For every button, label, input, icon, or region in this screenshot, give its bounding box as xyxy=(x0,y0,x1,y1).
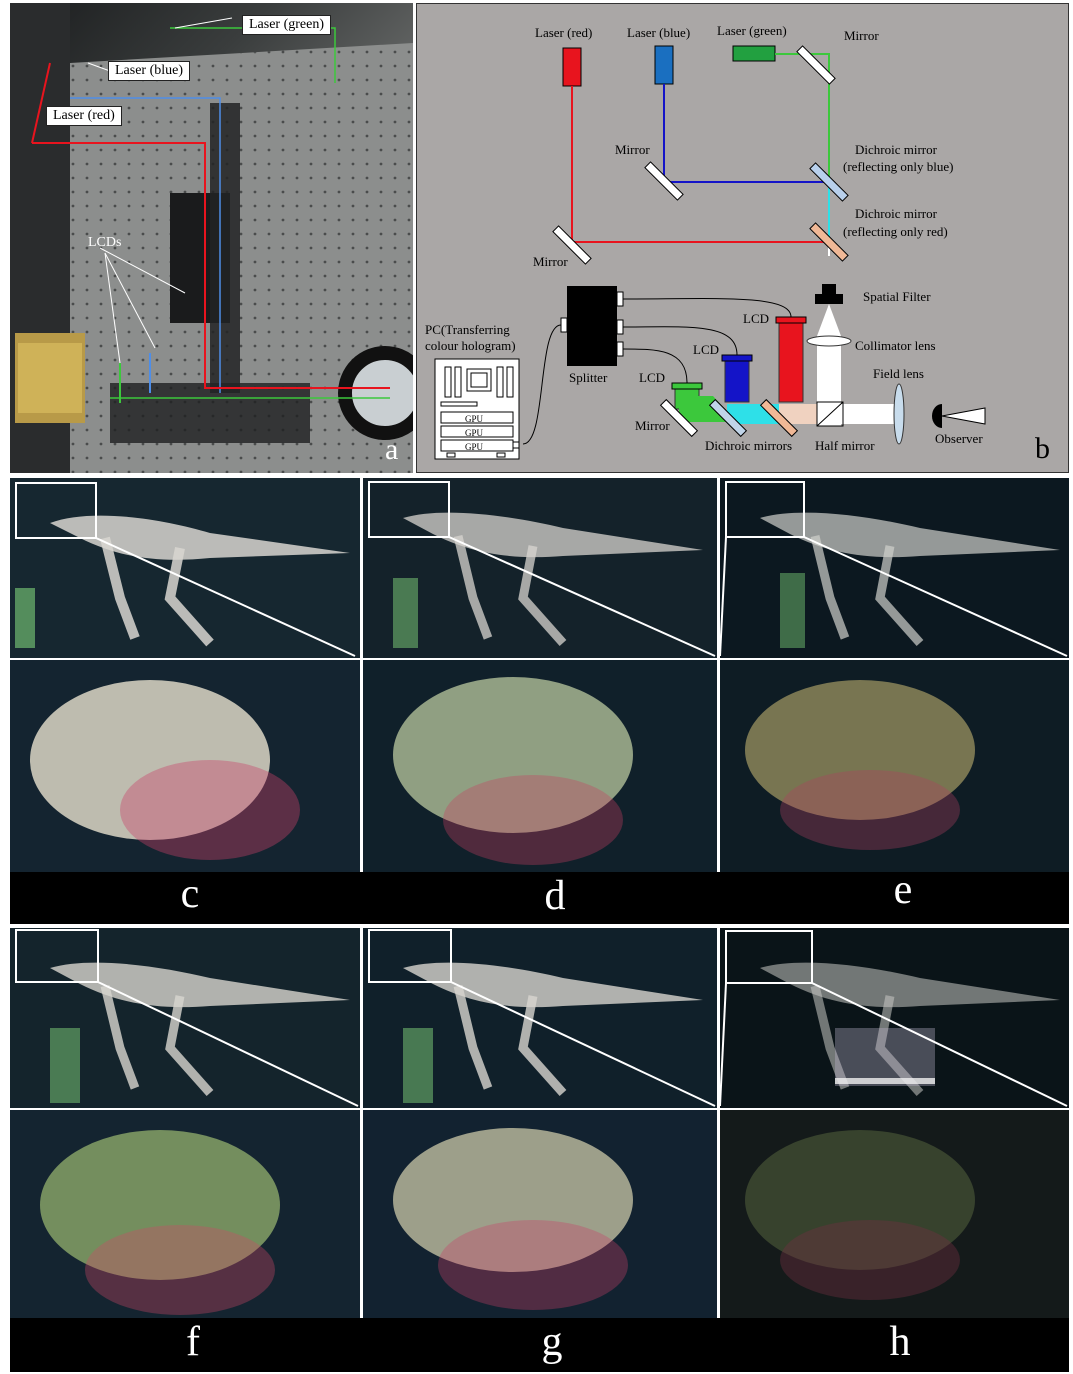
b-label-dichroic-red-1: Dichroic mirror xyxy=(855,206,938,221)
b-label-mirror-top: Mirror xyxy=(844,28,879,43)
b-label-spatial-filter: Spatial Filter xyxy=(863,289,931,304)
b-label-dichroic-mirrors: Dichroic mirrors xyxy=(705,438,792,453)
panel-e-zoom xyxy=(720,660,1069,872)
panel-a-letter: a xyxy=(385,433,399,466)
panel-e-letter: e xyxy=(893,867,913,913)
panel-a-photo: Laser (green) Laser (blue) Laser (red) L… xyxy=(10,3,413,473)
panel-d-letter: d xyxy=(544,873,566,919)
b-label-gpu-1: GPU xyxy=(465,414,484,424)
panel-e-overview xyxy=(720,478,1069,658)
b-label-laser-blue: Laser (blue) xyxy=(627,25,690,40)
panel-g-overview xyxy=(363,928,717,1108)
b-label-mirror-bottom: Mirror xyxy=(635,418,670,433)
panel-b-schematic: Laser (red) Laser (blue) Laser (green) M… xyxy=(425,23,986,460)
b-label-lcd-blue: LCD xyxy=(693,342,719,357)
panel-f-overview xyxy=(10,928,360,1108)
b-label-mirror-mid: Mirror xyxy=(615,142,650,157)
laser-red-box xyxy=(562,47,582,87)
panel-h-zoom xyxy=(720,1110,1069,1320)
label-laser-blue: Laser (blue) xyxy=(108,61,191,81)
label-lcds: LCDs xyxy=(88,235,122,250)
label-laser-red: Laser (red) xyxy=(46,106,122,126)
b-label-gpu-3: GPU xyxy=(465,442,484,452)
b-label-mirror-left: Mirror xyxy=(533,254,568,269)
panel-c-letter: c xyxy=(180,871,200,917)
panel-d-overview xyxy=(363,478,717,658)
b-label-dichroic-blue-2: (reflecting only blue) xyxy=(843,159,953,174)
panel-h-overview xyxy=(720,928,1069,1108)
b-label-splitter: Splitter xyxy=(569,370,608,385)
panel-g-zoom xyxy=(363,1110,717,1320)
b-label-collimator: Collimator lens xyxy=(855,338,936,353)
b-label-laser-green: Laser (green) xyxy=(717,23,787,38)
laser-green-box xyxy=(732,45,776,62)
b-label-gpu-2: GPU xyxy=(465,428,484,438)
b-label-lcd-green: LCD xyxy=(639,370,665,385)
b-label-pc-1: PC(Transferring xyxy=(425,322,510,337)
panel-h-letter: h xyxy=(889,1319,911,1365)
b-label-field-lens: Field lens xyxy=(873,366,924,381)
b-label-observer: Observer xyxy=(935,431,983,446)
panel-f-letter: f xyxy=(186,1319,200,1365)
b-label-pc-2: colour hologram) xyxy=(425,338,516,353)
b-label-lcd-red: LCD xyxy=(743,311,769,326)
b-label-laser-red: Laser (red) xyxy=(535,25,592,40)
panel-b-letter: b xyxy=(1035,432,1050,465)
caption-bar-row1 xyxy=(10,872,1069,924)
panel-b-diagram: Laser (red) Laser (blue) Laser (green) M… xyxy=(416,3,1069,473)
b-label-dichroic-blue-1: Dichroic mirror xyxy=(855,142,938,157)
caption-bar-row2 xyxy=(10,1318,1069,1372)
panel-a-illustration xyxy=(10,3,413,473)
b-label-dichroic-red-2: (reflecting only red) xyxy=(843,224,948,239)
b-label-half-mirror: Half mirror xyxy=(815,438,875,453)
laser-blue-box xyxy=(654,45,674,85)
panel-f-zoom xyxy=(10,1110,360,1320)
label-laser-green: Laser (green) xyxy=(242,15,332,35)
panel-g-letter: g xyxy=(541,1319,563,1365)
panel-c-overview xyxy=(10,478,360,658)
panel-d-zoom xyxy=(363,660,717,872)
panel-c-zoom xyxy=(10,660,360,872)
